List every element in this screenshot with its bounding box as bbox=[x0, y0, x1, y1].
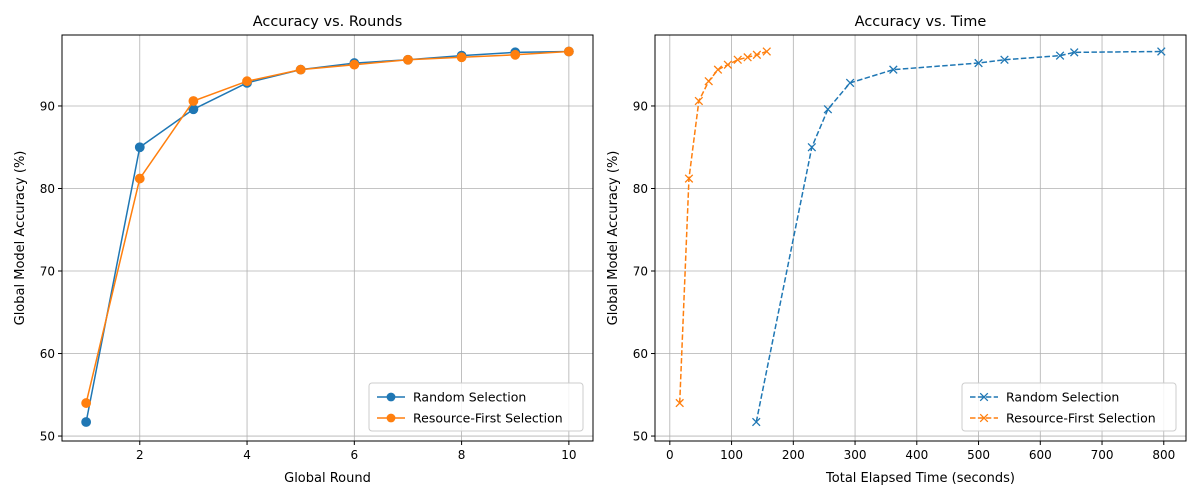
y-tick-label: 90 bbox=[40, 99, 55, 113]
x-tick-label: 6 bbox=[350, 448, 358, 462]
x-tick-label: 300 bbox=[844, 448, 867, 462]
data-point-resource-first-selection bbox=[510, 49, 521, 60]
plot-frame bbox=[61, 34, 594, 442]
legend-swatch-marker-resource-first-selection bbox=[979, 413, 989, 423]
data-point-random-selection bbox=[752, 417, 761, 427]
data-point-resource-first-selection bbox=[188, 96, 199, 106]
data-point-resource-first-selection bbox=[684, 174, 694, 183]
data-point-random-selection bbox=[807, 142, 817, 152]
data-point-random-selection bbox=[1069, 48, 1079, 57]
data-point-random-selection bbox=[1157, 47, 1166, 56]
data-point-resource-first-selection bbox=[456, 52, 467, 63]
data-point-resource-first-selection bbox=[752, 50, 762, 60]
y-tick-label: 60 bbox=[633, 347, 648, 361]
y-axis-label: Global Model Accuracy (%) bbox=[606, 151, 621, 326]
y-tick-label: 80 bbox=[633, 182, 648, 196]
y-axis-label: Global Model Accuracy (%) bbox=[13, 151, 28, 326]
x-tick-label: 8 bbox=[458, 448, 466, 462]
legend-swatch-marker-random-selection bbox=[386, 392, 396, 402]
data-point-resource-first-selection bbox=[295, 64, 306, 75]
x-axis-label: Total Elapsed Time (seconds) bbox=[825, 471, 1015, 486]
x-tick-label: 600 bbox=[1029, 448, 1052, 462]
x-tick-label: 200 bbox=[782, 448, 805, 462]
data-point-resource-first-selection bbox=[694, 96, 704, 106]
x-tick-label: 100 bbox=[720, 448, 743, 462]
data-point-resource-first-selection bbox=[704, 76, 713, 86]
x-tick-label: 400 bbox=[905, 448, 928, 462]
chart-title: Accuracy vs. Rounds bbox=[253, 14, 403, 30]
data-point-random-selection bbox=[81, 417, 92, 427]
data-point-random-selection bbox=[134, 142, 145, 153]
x-tick-label: 700 bbox=[1091, 448, 1114, 462]
data-point-resource-first-selection bbox=[743, 53, 752, 62]
plot-frame bbox=[654, 34, 1187, 442]
y-tick-label: 90 bbox=[633, 99, 648, 113]
legend-label-random-selection: Random Selection bbox=[1006, 390, 1119, 405]
legend-box bbox=[368, 382, 584, 432]
x-tick-label: 500 bbox=[967, 448, 990, 462]
x-tick-label: 10 bbox=[561, 448, 576, 462]
x-tick-label: 800 bbox=[1152, 448, 1175, 462]
y-tick-label: 80 bbox=[40, 182, 55, 196]
legend: Random Selection Resource-First Selection bbox=[961, 382, 1177, 432]
y-tick-label: 50 bbox=[633, 430, 648, 444]
x-axis-label: Global Round bbox=[284, 471, 371, 486]
series-line-random-selection bbox=[755, 50, 1162, 423]
data-point-resource-first-selection bbox=[563, 46, 574, 57]
series-line-resource-first-selection bbox=[678, 50, 767, 404]
series-line-resource-first-selection bbox=[85, 50, 569, 404]
data-point-resource-first-selection bbox=[733, 55, 742, 65]
data-point-random-selection bbox=[1000, 55, 1009, 65]
data-point-resource-first-selection bbox=[675, 398, 684, 408]
data-point-resource-first-selection bbox=[134, 173, 145, 184]
data-point-resource-first-selection bbox=[81, 398, 92, 408]
data-point-random-selection bbox=[823, 105, 833, 114]
y-tick-label: 50 bbox=[40, 430, 55, 444]
chart-panel-time: 0 100 200 300 400 500 600 700 800 50 60 70 80 90 Accur… bbox=[606, 14, 1187, 486]
legend: Random Selection Resource-First Selection bbox=[368, 382, 584, 432]
data-point-resource-first-selection bbox=[762, 47, 772, 56]
legend-box bbox=[961, 382, 1177, 432]
data-point-resource-first-selection bbox=[713, 65, 723, 74]
x-tick-label: 0 bbox=[666, 448, 674, 462]
data-point-resource-first-selection bbox=[403, 54, 413, 65]
legend-swatch-marker-resource-first-selection bbox=[386, 413, 396, 423]
y-tick-label: 60 bbox=[40, 347, 55, 361]
data-point-random-selection bbox=[974, 58, 983, 68]
data-point-random-selection bbox=[1055, 51, 1065, 60]
x-tick-label: 4 bbox=[243, 448, 251, 462]
x-tick-label: 2 bbox=[136, 448, 144, 462]
data-point-resource-first-selection bbox=[723, 60, 733, 69]
y-tick-label: 70 bbox=[40, 265, 55, 279]
data-point-resource-first-selection bbox=[349, 59, 360, 70]
data-point-random-selection bbox=[845, 78, 855, 88]
legend-swatch-marker-random-selection bbox=[979, 392, 989, 402]
legend-label-resource-first-selection: Resource-First Selection bbox=[413, 411, 563, 426]
chart-title: Accuracy vs. Time bbox=[855, 14, 987, 30]
legend-label-resource-first-selection: Resource-First Selection bbox=[1006, 411, 1156, 426]
legend-label-random-selection: Random Selection bbox=[413, 390, 526, 405]
data-point-random-selection bbox=[889, 65, 898, 74]
chart-panel-rounds: 2 4 6 8 10 50 60 70 80 90 Accuracy vs. Rounds Globa… bbox=[13, 14, 594, 486]
series-line-random-selection bbox=[85, 50, 569, 423]
y-tick-label: 70 bbox=[633, 265, 648, 279]
data-point-resource-first-selection bbox=[242, 76, 252, 87]
